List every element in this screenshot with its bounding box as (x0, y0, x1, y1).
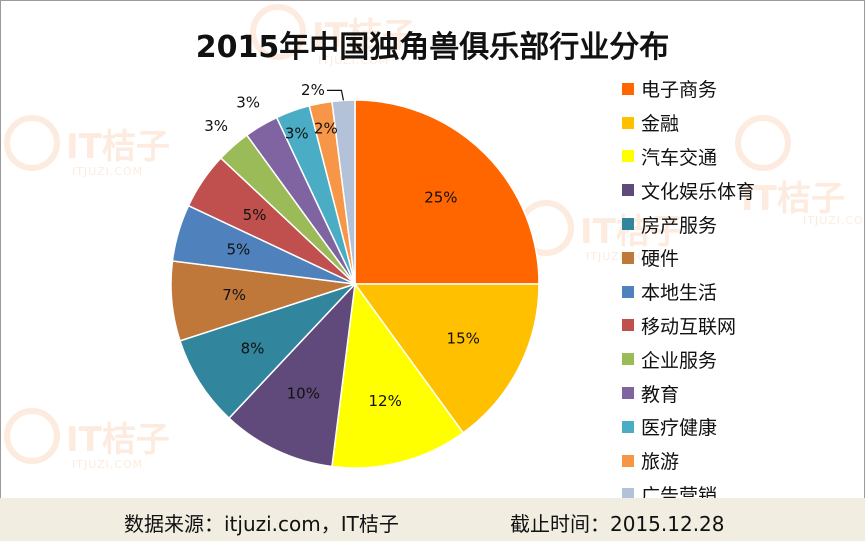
data-source-text: 数据来源：itjuzi.com，IT桔子 (124, 512, 399, 536)
slice-value-label: 2% (301, 81, 325, 99)
slice-value-label: 8% (241, 340, 265, 358)
pie-slice (331, 282, 465, 469)
legend-item: 汽车交通 (622, 140, 842, 174)
chart-title: 2015年中国独角兽俱乐部行业分布 (195, 30, 670, 65)
pie-slice (354, 99, 540, 285)
legend-item: 旅游 (622, 444, 842, 478)
legend-swatch (622, 150, 634, 163)
legend-label: 移动互联网 (641, 315, 737, 338)
legend-item: 文化娱乐体育 (622, 173, 842, 207)
legend-label: 旅游 (641, 451, 680, 474)
legend-label: 文化娱乐体育 (641, 180, 756, 203)
slice-value-label: 2% (314, 119, 338, 137)
legend-swatch (622, 454, 634, 467)
footer-bar: 数据来源：itjuzi.com，IT桔子 截止时间：2015.12.28 (0, 498, 865, 541)
slice-value-label: 5% (243, 206, 267, 224)
legend-swatch (622, 218, 634, 231)
legend-label: 汽车交通 (641, 146, 718, 169)
legend-label: 金融 (641, 113, 680, 136)
legend-label: 硬件 (641, 248, 680, 271)
leader-line (326, 89, 345, 101)
legend-item: 教育 (622, 376, 842, 410)
pie-slice (331, 99, 356, 285)
legend-item: 硬件 (622, 241, 842, 275)
slice-value-label: 12% (369, 392, 402, 410)
legend-swatch (622, 353, 634, 366)
legend-swatch (622, 82, 634, 95)
legend-swatch (622, 319, 634, 332)
chart-legend: 电子商务金融汽车交通文化娱乐体育 房产服务硬件本地生活移动互联网企业服务教育医疗健… (622, 72, 842, 511)
slice-value-label: 3% (204, 117, 228, 135)
legend-label: 教育 (641, 383, 680, 406)
legend-label: 电子商务 (641, 79, 718, 102)
legend-swatch (622, 116, 634, 129)
pie-slice (179, 283, 356, 420)
legend-swatch (622, 387, 634, 400)
legend-item: 移动互联网 (622, 309, 842, 343)
legend-item: 电子商务 (622, 72, 842, 106)
legend-swatch (622, 251, 634, 264)
slice-value-label: 15% (447, 330, 480, 348)
legend-swatch (622, 420, 634, 433)
legend-label: 医疗健康 (641, 417, 718, 440)
legend-item: 企业服务 (622, 342, 842, 376)
legend-swatch (622, 184, 634, 197)
slice-value-label: 3% (285, 124, 309, 142)
pie-slice (353, 283, 540, 434)
slice-value-label: 3% (236, 94, 260, 112)
legend-label: 企业服务 (641, 349, 718, 372)
slice-value-label: 25% (424, 189, 457, 207)
slice-value-label: 10% (287, 384, 320, 402)
legend-item: 医疗健康 (622, 410, 842, 444)
pie-slice (227, 281, 357, 468)
legend-swatch (622, 488, 634, 501)
legend-item: 房产服务 (622, 207, 842, 241)
legend-swatch (622, 285, 634, 298)
slice-value-label: 5% (226, 241, 250, 259)
legend-item: 金融 (622, 106, 842, 140)
legend-item: 本地生活 (622, 275, 842, 309)
slice-value-label: 7% (222, 286, 246, 304)
legend-label: 房产服务 (641, 214, 718, 237)
legend-label: 本地生活 (641, 282, 718, 305)
cutoff-date-text: 截止时间：2015.12.28 (510, 512, 725, 536)
